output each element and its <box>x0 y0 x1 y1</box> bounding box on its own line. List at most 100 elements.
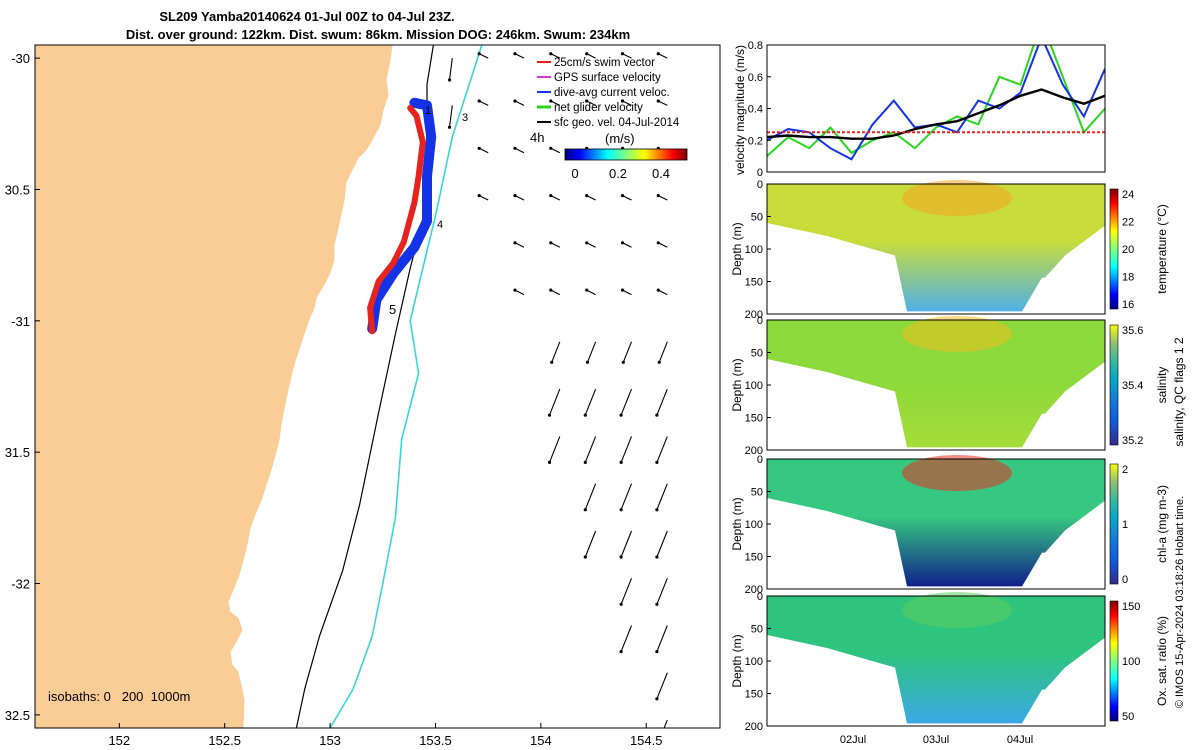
current-vector <box>656 578 668 605</box>
current-vector <box>586 53 596 59</box>
current-vector-head <box>547 413 552 417</box>
current-vector <box>656 483 668 510</box>
section-ylabel: Depth (m) <box>730 634 744 687</box>
current-vector <box>550 195 561 201</box>
day-marker: 1 <box>425 105 431 117</box>
section-feature <box>902 592 1012 628</box>
current-vector-head <box>585 194 589 198</box>
current-vector <box>548 388 561 416</box>
y-tick-label: -31 <box>11 314 30 329</box>
current-vector <box>658 289 668 296</box>
colorbar-tick: 1 <box>1122 519 1128 531</box>
colorbar-tick: 16 <box>1122 299 1134 311</box>
current-vector-head <box>655 697 659 701</box>
colorbar-tick: 35.6 <box>1122 325 1143 337</box>
current-vector <box>622 195 632 201</box>
y-tick-label: 100 <box>745 656 763 668</box>
y-tick-label: 32.5 <box>5 708 30 723</box>
current-vector <box>550 100 561 106</box>
velocity-y-ticks: 0 0.2 0.4 0.6 0.8 <box>748 40 771 179</box>
current-vector-head <box>656 99 660 103</box>
current-vector-head <box>477 99 481 103</box>
colorbar-label: salinity <box>1155 367 1169 404</box>
y-tick-label: 100 <box>745 244 763 256</box>
current-vector-head <box>620 194 625 198</box>
y-tick-label: 50 <box>751 212 763 224</box>
current-vector-head <box>549 194 553 198</box>
y-tick-label: 0 <box>757 315 763 327</box>
current-vector-head <box>549 241 553 245</box>
current-vector-head <box>477 52 481 56</box>
side-note: salinity, QC flags 1 2 <box>1172 337 1186 446</box>
current-vector <box>448 58 453 81</box>
current-vector-head <box>583 413 587 417</box>
section-colorbar <box>1109 600 1119 722</box>
legend-entry: sfc geo. vel. 04-Jul-2014 <box>554 117 680 129</box>
current-vector <box>622 53 632 59</box>
current-vector-head <box>619 555 623 559</box>
map-colorbar: (m/s) 0 0.2 0.4 <box>564 131 688 181</box>
current-vector <box>548 436 561 463</box>
colorbar-tick: 24 <box>1122 189 1134 201</box>
section-panel: 0 50 100 150 200 Depth (m) 16 18 20 22 24 temperatu… <box>730 179 1169 321</box>
hour-tag: 4h <box>530 130 544 145</box>
current-vector-head <box>549 52 553 56</box>
colorbar-tick: 0 <box>571 166 578 181</box>
section-ylabel: Depth (m) <box>730 358 744 411</box>
current-vector-head <box>657 360 661 364</box>
colorbar-tick: 50 <box>1122 711 1134 723</box>
isobaths-label: isobaths: 0 200 1000m <box>48 689 190 704</box>
y-tick-label: 200 <box>745 721 763 733</box>
y-tick-label: 50 <box>751 487 763 499</box>
current-vector <box>551 341 561 363</box>
current-vector <box>586 100 596 106</box>
colorbar-tick: 18 <box>1122 272 1134 284</box>
current-vector <box>550 147 561 154</box>
y-tick-label: 150 <box>745 277 763 289</box>
current-vector <box>514 53 525 59</box>
current-vector-head <box>477 194 481 198</box>
section-field <box>767 596 1105 724</box>
y-tick-label: 200 <box>745 445 763 457</box>
current-vector <box>478 100 489 106</box>
current-vector-head <box>619 460 623 464</box>
legend-entry: net glider velocity <box>554 102 643 114</box>
y-tick-label: 200 <box>745 309 763 321</box>
colorbar-tick: 0.2 <box>609 166 627 181</box>
section-field <box>767 459 1105 587</box>
current-vector <box>658 53 668 59</box>
current-vector-head <box>549 288 553 292</box>
x-tick-label: 152.5 <box>208 733 241 748</box>
current-vector <box>620 578 633 605</box>
current-vector-head <box>656 288 660 292</box>
section-panel: 0 50 100 150 200 Depth (m) 50 100 150 Ox. sat. ra… <box>730 591 1169 733</box>
track-line <box>367 105 426 335</box>
current-vector <box>620 483 633 510</box>
y-tick-label: 0 <box>757 167 763 179</box>
current-vector-head <box>655 555 659 559</box>
legend-entry: dive-avg current veloc. <box>554 87 670 99</box>
section-colorbar <box>1109 324 1119 446</box>
current-vector <box>448 105 453 128</box>
colorbar-label: chl-a (mg m-3) <box>1155 485 1169 563</box>
current-vector-head <box>620 99 625 103</box>
current-vector-head <box>620 288 625 292</box>
current-vector-head <box>513 241 517 245</box>
colorbar-tick: 100 <box>1122 656 1140 668</box>
current-vector <box>584 483 597 510</box>
current-vector-head <box>447 125 452 129</box>
y-tick-label: 31.5 <box>5 445 30 460</box>
current-vector <box>586 341 597 363</box>
velocity-panel: 0 0.2 0.4 0.6 0.8 velocity magnitude (m/s) <box>733 40 1106 179</box>
current-vector <box>620 530 633 558</box>
legend-entry: GPS surface velocity <box>554 72 661 84</box>
section-colorbar <box>1109 188 1119 310</box>
map-panel: 1 3 4 5 4h isobaths: 0 200 1000m 152 152.… <box>5 44 721 748</box>
section-panel: 0 50 100 150 200 Depth (m) 0 1 2 chl-a (mg m-3) <box>730 454 1169 596</box>
y-tick-label: 30.5 <box>5 182 30 197</box>
y-tick-label: 0 <box>757 591 763 603</box>
x-tick-label: 154 <box>530 733 552 748</box>
section-field <box>767 320 1105 448</box>
current-vector <box>584 388 597 416</box>
x-tick-label: 154.5 <box>630 733 663 748</box>
